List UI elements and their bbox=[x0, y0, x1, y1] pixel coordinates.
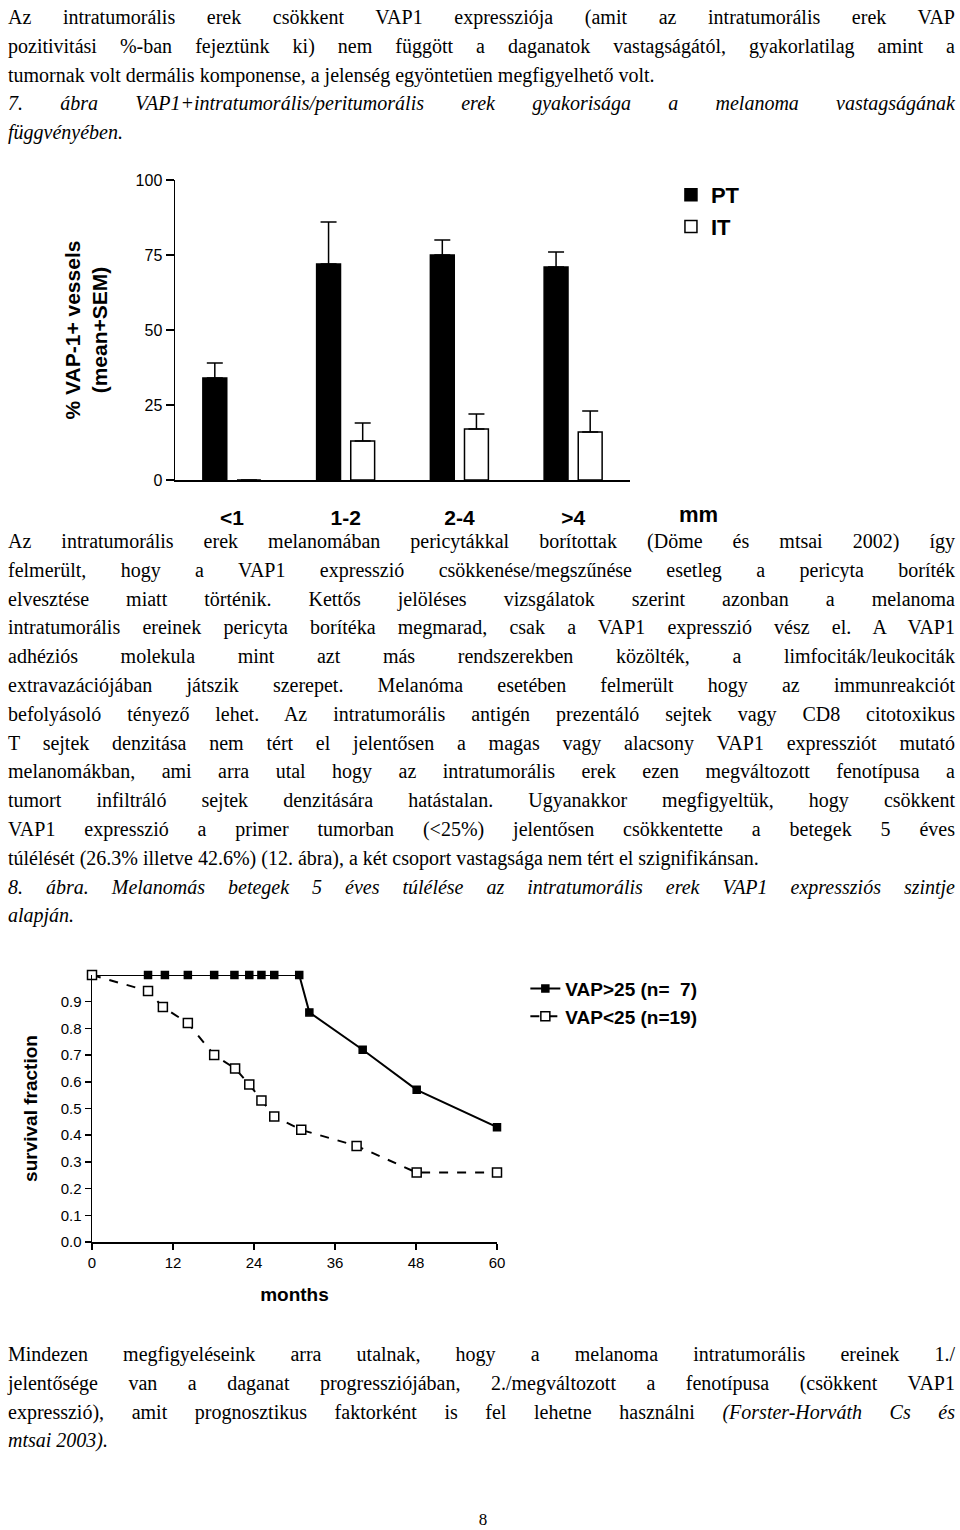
svg-text:0.3: 0.3 bbox=[61, 1153, 82, 1170]
svg-text:36: 36 bbox=[327, 1254, 344, 1271]
svg-text:24: 24 bbox=[246, 1254, 263, 1271]
svg-text:0: 0 bbox=[88, 1254, 96, 1271]
svg-text:PT: PT bbox=[711, 183, 740, 208]
html-text:intratumorális ereinek pericyt: intratumorális ereinek pericyta borítéka… bbox=[8, 616, 955, 639]
html-text:melanomákban, ami arra utal ho: melanomákban, ami arra utal hogy az intr… bbox=[8, 760, 955, 783]
svg-text:% VAP-1+ vessels(mean+SEM): % VAP-1+ vessels(mean+SEM) bbox=[61, 241, 111, 420]
html-text:T sejtek denzitása nem tért el: T sejtek denzitása nem tért el jelentőse… bbox=[8, 731, 955, 754]
html-text:7. ábra VAP1+intratumorális/pe: 7. ábra VAP1+intratumorális/peritumoráli… bbox=[8, 92, 955, 115]
svg-text:0: 0 bbox=[153, 472, 162, 489]
html-text:függvényében.: függvényében. bbox=[8, 121, 123, 144]
svg-text:50: 50 bbox=[145, 322, 163, 339]
html-text:felmerült, hogy a VAP1 express: felmerült, hogy a VAP1 expresszió csökke… bbox=[8, 558, 955, 581]
html-text:Az intratumorális erek csökken: Az intratumorális erek csökkent VAP1 exp… bbox=[8, 6, 955, 28]
svg-text:0.9: 0.9 bbox=[61, 993, 82, 1010]
html-text:tumornak volt dermális kompone: tumornak volt dermális komponense, a jel… bbox=[8, 63, 655, 86]
svg-text:0.0: 0.0 bbox=[61, 1233, 82, 1250]
svg-text:25: 25 bbox=[145, 397, 163, 414]
html-text:8. ábra. Melanomás betegek 5 é: 8. ábra. Melanomás betegek 5 éves túlélé… bbox=[8, 875, 955, 898]
html-text:8: 8 bbox=[478, 1510, 488, 1529]
svg-text:12: 12 bbox=[165, 1254, 182, 1271]
svg-text:0.6: 0.6 bbox=[61, 1073, 82, 1090]
svg-text:48: 48 bbox=[408, 1254, 425, 1271]
svg-text:100: 100 bbox=[136, 172, 163, 189]
html-text:jelentősége van a daganat prog: jelentősége van a daganat progressziójáb… bbox=[8, 1371, 955, 1394]
html-text:VAP1 expresszió a primer tumor: VAP1 expresszió a primer tumorban (<25%)… bbox=[8, 818, 955, 840]
svg-text:>4: >4 bbox=[561, 506, 585, 529]
svg-text:0.7: 0.7 bbox=[61, 1046, 82, 1063]
html-text:alapján.: alapján. bbox=[8, 904, 75, 927]
html-text:pozitivitási %-ban fejeztünk k: pozitivitási %-ban fejeztünk ki) nem füg… bbox=[8, 34, 955, 57]
html-text:befolyásoló tényező lehet. Az: befolyásoló tényező lehet. Az intratumor… bbox=[8, 702, 955, 725]
html-text:Mindezen megfigyeléseink arra: Mindezen megfigyeléseink arra utalnak, h… bbox=[8, 1343, 955, 1365]
svg-text:months: months bbox=[260, 1284, 329, 1305]
html-text:adhéziós molekula mint azt más: adhéziós molekula mint azt más rendszere… bbox=[8, 645, 955, 668]
svg-text:mm: mm bbox=[679, 502, 718, 527]
svg-text:0.1: 0.1 bbox=[61, 1207, 82, 1224]
html-text:túlélését (26.3% illetve 42.6%: túlélését (26.3% illetve 42.6%) (12. ábr… bbox=[8, 846, 759, 869]
html-text:elvesztése miatt történik. Ket: elvesztése miatt történik. Kettős jelölé… bbox=[8, 587, 955, 610]
svg-text:1-2: 1-2 bbox=[330, 506, 360, 529]
svg-text:75: 75 bbox=[145, 247, 163, 264]
html-text:mtsai 2003).: mtsai 2003). bbox=[8, 1429, 108, 1452]
html-text:tumort infiltráló sejtek denzi: tumort infiltráló sejtek denzitására hat… bbox=[8, 789, 955, 812]
html-text:expresszió), amit prognosztiku: expresszió), amit prognosztikus faktorké… bbox=[8, 1400, 955, 1423]
svg-text:2-4: 2-4 bbox=[444, 506, 475, 529]
svg-text:0.4: 0.4 bbox=[61, 1126, 82, 1143]
svg-text:<1: <1 bbox=[220, 506, 244, 529]
svg-text:survival fraction: survival fraction bbox=[20, 1035, 41, 1182]
svg-text:0.8: 0.8 bbox=[61, 1020, 82, 1037]
svg-text:IT: IT bbox=[711, 215, 731, 240]
svg-text:0.2: 0.2 bbox=[61, 1180, 82, 1197]
svg-text:60: 60 bbox=[489, 1254, 506, 1271]
html-text:Az intratumorális erek melanom: Az intratumorális erek melanomában peric… bbox=[8, 530, 955, 552]
html-text:extravazációjában játszik szer: extravazációjában játszik szerepet. Mela… bbox=[8, 674, 955, 696]
svg-text:VAP>25 (n= 7): VAP>25 (n= 7) bbox=[565, 979, 697, 1000]
svg-text:0.5: 0.5 bbox=[61, 1100, 82, 1117]
svg-text:VAP<25 (n=19): VAP<25 (n=19) bbox=[565, 1007, 697, 1028]
